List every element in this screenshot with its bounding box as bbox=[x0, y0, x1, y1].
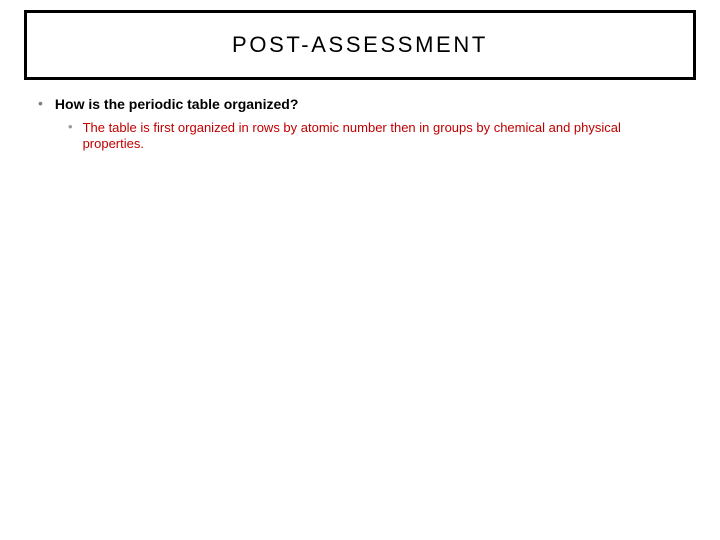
bullet-icon: • bbox=[68, 120, 73, 133]
question-bullet-row: • How is the periodic table organized? bbox=[38, 96, 298, 114]
slide-title: POST-ASSESSMENT bbox=[24, 32, 696, 58]
answer-text: The table is first organized in rows by … bbox=[83, 120, 668, 153]
answer-bullet-row: • The table is first organized in rows b… bbox=[68, 120, 668, 153]
question-text: How is the periodic table organized? bbox=[55, 96, 298, 114]
bullet-icon: • bbox=[38, 96, 43, 110]
